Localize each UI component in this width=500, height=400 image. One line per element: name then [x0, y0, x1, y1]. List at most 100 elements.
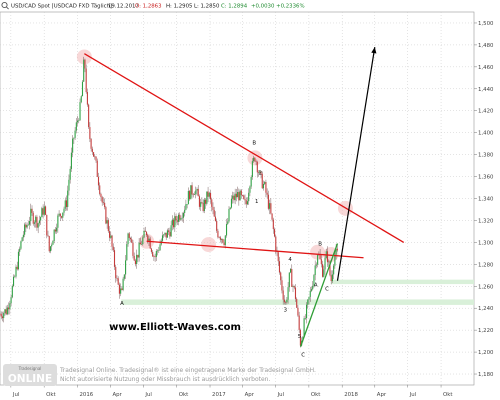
candle-body	[290, 269, 292, 273]
candle-body	[93, 152, 95, 157]
candle-body	[139, 242, 141, 245]
candle-body	[198, 196, 200, 207]
candle-body	[137, 254, 139, 258]
candle-body	[84, 59, 86, 69]
candle-body	[336, 248, 338, 251]
wave-label-3: 3	[284, 307, 287, 313]
y-tick-label: 1,200	[478, 350, 494, 356]
candle-body	[200, 202, 202, 207]
candle-body	[43, 206, 45, 215]
candle-body	[48, 236, 50, 252]
candle-body	[217, 230, 219, 238]
candle-body	[207, 191, 209, 197]
candle-body	[262, 184, 265, 189]
candle-body	[165, 232, 167, 238]
candle-body	[201, 202, 203, 203]
candle-body	[12, 276, 15, 286]
logo-big-text: ONLINE	[8, 373, 52, 385]
candle-body	[168, 230, 170, 232]
candle-body	[326, 251, 329, 263]
candle-body	[161, 235, 164, 241]
candle-body	[182, 212, 184, 218]
candle-body	[272, 219, 274, 230]
trend-lines	[84, 47, 405, 347]
candle-body	[306, 304, 308, 319]
candle-body	[136, 254, 138, 264]
candle-body	[111, 235, 113, 247]
candle-body	[261, 173, 263, 189]
candle-body	[36, 216, 38, 228]
candle-body	[216, 220, 218, 231]
candle-body	[223, 242, 225, 246]
candle-body	[21, 237, 23, 242]
candle-body	[152, 251, 154, 257]
candle-body	[117, 278, 119, 285]
candle-body	[78, 120, 80, 121]
candle-body	[65, 200, 68, 207]
candle-body	[0, 313, 1, 315]
x-tick-label: 2016	[79, 392, 93, 398]
candle-body	[47, 235, 49, 237]
candle-body	[298, 315, 300, 330]
y-tick-label: 1,340	[478, 197, 494, 203]
candle-body	[260, 171, 262, 174]
candle-body	[292, 286, 294, 287]
y-tick-label: 1,220	[478, 328, 494, 334]
magnifier-icon[interactable]	[1, 1, 8, 9]
candle-body	[175, 216, 177, 221]
wave-label-a: A	[120, 301, 124, 307]
candle-body	[214, 216, 217, 221]
candle-body	[297, 307, 299, 316]
candle-body	[275, 236, 277, 251]
candles	[0, 56, 338, 348]
candle-body	[189, 191, 191, 200]
x-tick-label: Jul	[144, 392, 152, 398]
candle-body	[88, 104, 90, 128]
candle-body	[102, 202, 104, 203]
candle-body	[116, 278, 118, 279]
wave-label-5: 5	[298, 334, 301, 340]
x-axis: Jul Okt 2016 Apr Jul Okt 2017 Apr Jul Okt 2018 Apr J…	[10, 385, 453, 398]
candle-body	[246, 201, 249, 205]
candle-body	[104, 202, 106, 208]
trend-line-support	[299, 243, 339, 347]
candle-body	[166, 230, 168, 238]
candle-body	[14, 276, 16, 278]
candle-body	[266, 192, 268, 195]
candle-body	[250, 177, 252, 187]
candle-body	[64, 200, 66, 209]
candle-body	[52, 241, 54, 245]
candle-body	[122, 278, 124, 290]
candle-body	[255, 160, 257, 162]
wave-label-4: 4	[288, 257, 292, 263]
candle-body	[97, 176, 100, 186]
candle-body	[219, 237, 221, 240]
candle-body	[259, 171, 261, 173]
candle-body	[277, 252, 279, 262]
candle-body	[79, 102, 81, 121]
candle-body	[213, 210, 215, 217]
candle-body	[115, 266, 117, 279]
x-tick-label: 2017	[212, 392, 226, 398]
candle-body	[193, 194, 196, 195]
candle-body	[127, 233, 129, 245]
candle-body	[27, 224, 29, 226]
projection-arrowhead	[371, 47, 377, 54]
candle-body	[319, 254, 321, 260]
x-tick-label: Jul	[277, 392, 285, 398]
x-tick-label: Apr	[377, 392, 387, 398]
candle-body	[323, 269, 325, 277]
candle-body	[69, 168, 71, 180]
candle-body	[33, 222, 36, 224]
candle-body	[26, 224, 28, 228]
candle-body	[253, 157, 255, 162]
candle-body	[51, 244, 53, 247]
candle-body	[42, 208, 44, 215]
candle-body	[180, 218, 182, 220]
candle-body	[38, 220, 40, 224]
wave-labels: A B 1 2 3 4 5 C A B C	[120, 141, 329, 359]
candle-body	[228, 209, 230, 222]
candle-body	[11, 285, 13, 298]
candle-body	[95, 156, 97, 161]
